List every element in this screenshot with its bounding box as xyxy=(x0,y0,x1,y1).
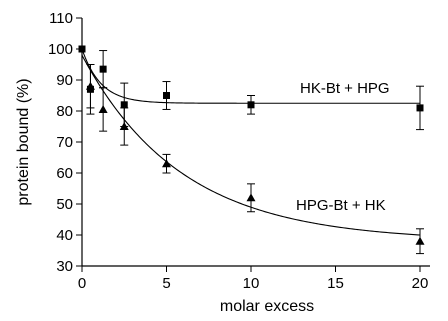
y-tick-label: 70 xyxy=(56,134,73,151)
x-tick-label: 0 xyxy=(78,275,86,292)
series-label-hk-bt-hpg: HK-Bt + HPG xyxy=(300,80,390,97)
data-point-triangle xyxy=(246,193,256,202)
series-1 xyxy=(81,54,425,255)
y-tick-label: 50 xyxy=(56,196,73,213)
y-ticks: 30 40 50 60 70 80 90 100 110 xyxy=(48,10,82,275)
y-tick-label: 30 xyxy=(56,258,73,275)
y-tick-label: 40 xyxy=(56,227,73,244)
x-tick-label: 10 xyxy=(243,275,260,292)
data-point-square xyxy=(163,92,170,99)
x-axis-title: molar excess xyxy=(220,298,314,315)
data-point-triangle xyxy=(85,81,95,90)
plot-area xyxy=(78,45,425,255)
x-tick-label: 15 xyxy=(327,275,344,292)
data-point-square xyxy=(416,104,424,112)
series-label-hpg-bt-hk: HPG-Bt + HK xyxy=(296,197,386,214)
y-tick-label: 100 xyxy=(48,41,73,58)
y-tick-label: 110 xyxy=(49,10,73,27)
x-ticks: 0 5 10 15 20 xyxy=(78,266,429,292)
y-tick-label: 80 xyxy=(56,103,73,120)
data-point-triangle xyxy=(98,104,108,113)
y-tick-label: 90 xyxy=(56,72,73,89)
x-tick-label: 20 xyxy=(412,275,429,292)
data-point-triangle xyxy=(415,236,425,245)
y-axis-title: protein bound (%) xyxy=(15,78,32,205)
data-point-square xyxy=(247,101,255,109)
x-axis: 0 5 10 15 20 xyxy=(78,265,430,292)
data-point-triangle xyxy=(119,122,129,130)
x-tick-label: 5 xyxy=(162,275,170,292)
data-point-square xyxy=(78,45,86,53)
data-point-square xyxy=(99,65,107,73)
data-point-square xyxy=(120,101,128,109)
y-axis: 30 40 50 60 70 80 90 100 110 xyxy=(48,10,83,275)
data-point-triangle xyxy=(162,159,171,168)
y-tick-label: 60 xyxy=(56,165,73,182)
